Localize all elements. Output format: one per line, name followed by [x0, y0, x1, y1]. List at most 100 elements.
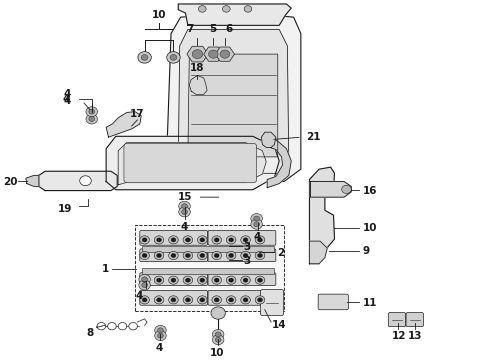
Text: 5: 5 [208, 24, 216, 35]
Circle shape [156, 298, 161, 302]
Text: 20: 20 [3, 176, 17, 186]
Circle shape [89, 117, 94, 122]
Circle shape [200, 278, 204, 282]
Circle shape [140, 236, 149, 244]
Circle shape [212, 335, 224, 345]
Circle shape [198, 6, 206, 12]
Circle shape [197, 276, 207, 284]
Circle shape [142, 298, 147, 302]
Circle shape [226, 251, 236, 260]
Polygon shape [142, 268, 274, 274]
Polygon shape [26, 175, 39, 186]
Polygon shape [128, 323, 137, 330]
Circle shape [140, 276, 149, 284]
Circle shape [185, 298, 190, 302]
FancyBboxPatch shape [387, 312, 405, 327]
Circle shape [179, 201, 190, 211]
Circle shape [154, 325, 166, 335]
Text: 18: 18 [190, 63, 204, 73]
Circle shape [157, 333, 163, 338]
Circle shape [168, 276, 178, 284]
Circle shape [257, 238, 262, 242]
FancyBboxPatch shape [140, 291, 207, 305]
Text: 9: 9 [362, 246, 369, 256]
Circle shape [212, 329, 224, 339]
Text: 6: 6 [224, 24, 232, 35]
Circle shape [171, 253, 176, 257]
Bar [135, 225, 284, 311]
Circle shape [211, 296, 221, 304]
Circle shape [171, 278, 176, 282]
Circle shape [183, 276, 192, 284]
FancyBboxPatch shape [405, 312, 423, 327]
Text: 4: 4 [136, 291, 143, 301]
Circle shape [179, 207, 190, 217]
Text: 2: 2 [276, 248, 284, 258]
Text: 16: 16 [362, 185, 376, 195]
Text: 14: 14 [271, 320, 286, 329]
Circle shape [214, 278, 219, 282]
Circle shape [142, 277, 147, 282]
Circle shape [243, 278, 247, 282]
FancyBboxPatch shape [318, 294, 348, 310]
Polygon shape [178, 4, 291, 25]
Circle shape [80, 176, 91, 186]
Circle shape [171, 238, 176, 242]
Text: 3: 3 [243, 256, 250, 266]
Polygon shape [215, 47, 234, 61]
Circle shape [240, 276, 250, 284]
Polygon shape [178, 30, 288, 173]
Circle shape [250, 219, 262, 229]
Circle shape [257, 278, 262, 282]
Circle shape [139, 274, 150, 284]
Polygon shape [266, 138, 291, 188]
Circle shape [154, 236, 163, 244]
Circle shape [240, 236, 250, 244]
Circle shape [215, 337, 221, 342]
Circle shape [200, 298, 204, 302]
Circle shape [257, 253, 262, 257]
Circle shape [156, 278, 161, 282]
Circle shape [171, 298, 176, 302]
Circle shape [240, 296, 250, 304]
Circle shape [142, 238, 147, 242]
Circle shape [215, 332, 221, 337]
Text: 17: 17 [130, 109, 144, 119]
Circle shape [253, 222, 259, 227]
Circle shape [168, 236, 178, 244]
Polygon shape [261, 132, 275, 147]
Circle shape [157, 328, 163, 333]
Circle shape [154, 296, 163, 304]
FancyBboxPatch shape [207, 230, 275, 245]
Text: 10: 10 [362, 223, 376, 233]
Circle shape [181, 204, 187, 209]
Circle shape [200, 238, 204, 242]
Circle shape [226, 276, 236, 284]
FancyBboxPatch shape [140, 249, 207, 262]
Circle shape [142, 278, 147, 282]
Polygon shape [118, 143, 265, 185]
Circle shape [183, 236, 192, 244]
Circle shape [181, 210, 187, 215]
Text: 7: 7 [186, 24, 194, 35]
Text: 19: 19 [58, 204, 72, 214]
Text: 4: 4 [156, 343, 163, 353]
Circle shape [228, 253, 233, 257]
Circle shape [139, 280, 150, 290]
Polygon shape [309, 241, 326, 264]
FancyBboxPatch shape [140, 230, 207, 245]
Circle shape [222, 6, 230, 12]
Circle shape [255, 276, 264, 284]
Circle shape [240, 251, 250, 260]
FancyBboxPatch shape [207, 291, 275, 305]
Polygon shape [166, 13, 300, 181]
Circle shape [257, 298, 262, 302]
Text: 4: 4 [63, 89, 71, 99]
Circle shape [197, 251, 207, 260]
Circle shape [214, 238, 219, 242]
Circle shape [226, 296, 236, 304]
Polygon shape [142, 246, 274, 252]
Circle shape [211, 251, 221, 260]
Circle shape [211, 276, 221, 284]
Circle shape [255, 236, 264, 244]
